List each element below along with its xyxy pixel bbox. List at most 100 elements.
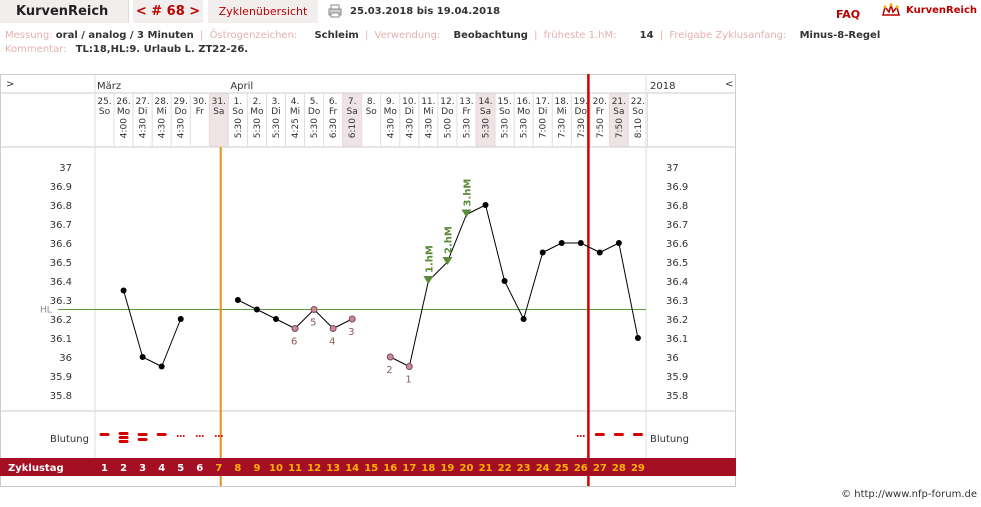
y-tick-left: 36.4: [50, 277, 72, 288]
temp-point: [539, 249, 546, 256]
measure-time: 5:30: [272, 118, 282, 138]
bleeding-mark: [118, 440, 129, 443]
cycle-day-label: Zyklustag: [8, 463, 64, 474]
bleeding-mark: [137, 438, 148, 441]
temp-segment: [275, 318, 296, 329]
day-weekday: Di: [271, 107, 280, 117]
temp-segment: [390, 356, 410, 367]
print-icon[interactable]: [328, 4, 342, 18]
comment-row: Kommentar: TL:18,HL:9. Urlaub L. ZT22-26…: [5, 44, 248, 55]
usage-label: Verwendung:: [374, 30, 441, 41]
nav-left-arrow: >: [6, 79, 14, 90]
day-weekday: Fr: [196, 107, 205, 117]
temp-segment: [523, 252, 544, 320]
bleeding-label-right: Blutung: [650, 434, 689, 445]
measure-time: 7:50: [615, 118, 625, 138]
day-date: 7.: [348, 97, 357, 107]
weekend-shade: [476, 93, 496, 147]
crown-icon: [882, 3, 900, 16]
overview-button[interactable]: Zyklenübersicht: [208, 0, 318, 23]
measure-time: 8:10: [634, 118, 644, 138]
separator: |: [534, 30, 538, 41]
day-weekday: Sa: [347, 107, 358, 117]
day-weekday: Mo: [517, 107, 531, 117]
cycle-day-number: 18: [421, 463, 435, 474]
y-tick-right: 36.6: [666, 239, 688, 250]
day-weekday: Mi: [157, 107, 167, 117]
day-date: 29.: [174, 97, 188, 107]
cycle-nav[interactable]: < # 68 >: [133, 0, 203, 23]
bleeding-mark: [99, 433, 110, 436]
day-weekday: Sa: [213, 107, 224, 117]
day-weekday: Mo: [384, 107, 398, 117]
bleeding-mark: [179, 435, 182, 437]
weekend-shade: [209, 93, 229, 147]
y-tick-right: 35.8: [666, 391, 688, 402]
day-weekday: Sa: [480, 107, 491, 117]
temp-segment: [161, 318, 182, 367]
temp-segment: [313, 309, 334, 329]
bleeding-mark: [217, 435, 220, 437]
bleeding-mark: [220, 435, 223, 437]
y-tick-right: 36: [666, 353, 679, 364]
cycle-day-number: 26: [574, 463, 588, 474]
cycle-day-number: 4: [158, 463, 165, 474]
cycle-day-number: 1: [101, 463, 108, 474]
cycle-day-number: 22: [498, 463, 512, 474]
month-label: März: [97, 81, 121, 92]
cycle-day-number: 15: [364, 463, 378, 474]
day-weekday: Fr: [462, 107, 471, 117]
y-tick-left: 36.1: [50, 334, 72, 345]
temp-point: [596, 249, 603, 256]
temp-segment: [485, 204, 506, 282]
day-date: 27.: [135, 97, 149, 107]
cycle-day-number: 17: [402, 463, 416, 474]
day-weekday: Fr: [596, 107, 605, 117]
day-weekday: Di: [538, 107, 547, 117]
y-tick-left: 36.5: [50, 258, 72, 269]
day-weekday: So: [632, 107, 644, 117]
logo-box[interactable]: KurvenReich: [0, 0, 129, 23]
y-tick-left: 36.8: [50, 201, 72, 212]
measure-time: 6:30: [329, 118, 339, 138]
y-tick-left: 36.6: [50, 239, 72, 250]
day-date: 20.: [593, 97, 607, 107]
measurement-label: Messung:: [5, 30, 53, 41]
day-date: 4.: [291, 97, 300, 107]
logo: KurvenReich: [16, 4, 109, 19]
high-mark-point: [442, 257, 453, 265]
day-date: 17.: [536, 97, 550, 107]
temp-segment: [618, 242, 639, 339]
temp-segment: [466, 204, 486, 215]
low-label: 1: [405, 375, 411, 386]
bleeding-mark: [576, 435, 579, 437]
measure-time: 4:25: [291, 118, 301, 138]
measure-time: 5:30: [482, 118, 492, 138]
bleeding-mark: [632, 433, 643, 436]
faq-link[interactable]: FAQ: [836, 8, 861, 21]
day-weekday: So: [99, 107, 111, 117]
cycle-day-number: 7: [215, 463, 222, 474]
brand-link[interactable]: KurvenReich: [906, 5, 978, 16]
cycle-day-number: 6: [196, 463, 203, 474]
temp-segment: [599, 242, 620, 253]
day-date: 12.: [440, 97, 454, 107]
bleeding-mark: [176, 435, 179, 437]
measure-time: 5:30: [462, 118, 472, 138]
cycle-day-number: 11: [288, 463, 302, 474]
high-mark-label: 3.hM: [462, 179, 473, 207]
cycle-day-number: 9: [253, 463, 260, 474]
y-tick-left: 35.9: [50, 372, 72, 383]
day-weekday: Mo: [250, 107, 264, 117]
measure-time: 6:10: [348, 118, 358, 138]
cycle-day-number: 23: [517, 463, 531, 474]
day-date: 15.: [497, 97, 511, 107]
measure-time: 5:30: [310, 118, 320, 138]
measurement-value: oral / analog / 3 Minuten: [55, 30, 194, 41]
bleeding-label-left: Blutung: [50, 434, 89, 445]
cycle-day-number: 27: [593, 463, 607, 474]
y-tick-left: 36: [59, 353, 72, 364]
y-tick-left: 36.7: [50, 220, 72, 231]
month-label: April: [230, 81, 253, 92]
y-tick-right: 36.4: [666, 277, 688, 288]
